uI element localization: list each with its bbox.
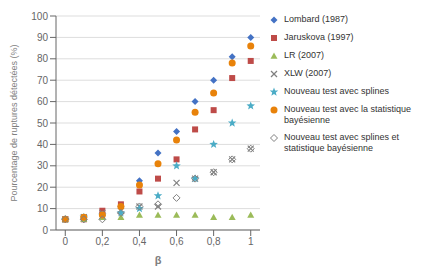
svg-text:30: 30 (37, 160, 49, 171)
svg-text:70: 70 (37, 75, 49, 86)
svg-text:0,2: 0,2 (95, 236, 109, 247)
svg-text:60: 60 (37, 96, 49, 107)
svg-text:90: 90 (37, 32, 49, 43)
html-text:Nouveau test avec splines et s: Nouveau test avec splines et statistique… (284, 132, 400, 153)
html-text:Lombard (1987): Lombard (1987) (284, 14, 348, 24)
svg-text:1: 1 (248, 236, 254, 247)
svg-text:100: 100 (31, 11, 48, 22)
html-text:Nouveau test avec la statistiq: Nouveau test avec la statistique bayésie… (284, 104, 412, 125)
html-text:XLW (2007): XLW (2007) (284, 68, 332, 78)
html-text:LR (2007): LR (2007) (284, 50, 324, 60)
svg-text:20: 20 (37, 182, 49, 193)
svg-text:0,6: 0,6 (170, 236, 184, 247)
svg-text:50: 50 (37, 118, 49, 129)
html-text:Jaruskova (1997): Jaruskova (1997) (284, 32, 354, 42)
svg-text:40: 40 (37, 139, 49, 150)
svg-text:0,4: 0,4 (133, 236, 147, 247)
html-text:Nouveau test avec splines: Nouveau test avec splines (284, 86, 390, 96)
svg-text:Pourcentage de ruptures détect: Pourcentage de ruptures détectées (%) (9, 44, 19, 201)
svg-text:β: β (155, 254, 162, 266)
svg-text:0: 0 (62, 236, 68, 247)
svg-text:10: 10 (37, 203, 49, 214)
svg-text:0,8: 0,8 (207, 236, 221, 247)
svg-text:0: 0 (42, 225, 48, 236)
svg-text:80: 80 (37, 53, 49, 64)
